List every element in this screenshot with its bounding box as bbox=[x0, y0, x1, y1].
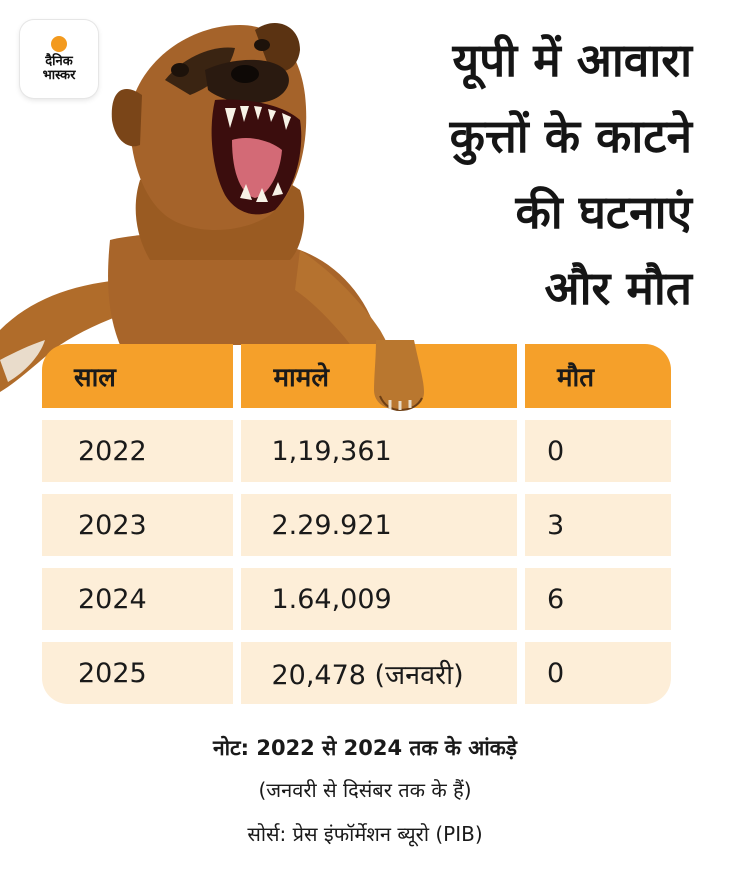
table-row: 2022 1,19,361 0 bbox=[42, 420, 671, 482]
header-deaths: मौत bbox=[524, 344, 671, 408]
cell-year: 2022 bbox=[42, 420, 234, 482]
cell-year: 2023 bbox=[42, 494, 234, 556]
cell-year: 2024 bbox=[42, 568, 234, 630]
cell-cases: 2.29.921 bbox=[241, 494, 517, 556]
cell-deaths: 6 bbox=[524, 568, 671, 630]
table-row: 2025 20,478 (जनवरी) 0 bbox=[42, 642, 671, 704]
cell-cases: 1.64,009 bbox=[241, 568, 517, 630]
source-text: सोर्स: प्रेस इंफॉर्मेशन ब्यूरो (PIB) bbox=[247, 822, 483, 846]
logo-sun-icon bbox=[51, 35, 67, 52]
headline: यूपी में आवारा कुत्तों के काटने की घटनाए… bbox=[362, 22, 692, 326]
headline-line-1: यूपी में आवारा bbox=[452, 33, 693, 87]
cell-year: 2025 bbox=[42, 642, 234, 704]
table-row: 2024 1.64,009 6 bbox=[42, 568, 671, 630]
dog-image bbox=[0, 22, 400, 392]
cell-deaths: 0 bbox=[524, 642, 671, 704]
header-year: साल bbox=[42, 344, 234, 408]
logo-line-1: दैनिक bbox=[45, 53, 73, 69]
headline-line-4: और मौत bbox=[544, 261, 692, 315]
cell-deaths: 0 bbox=[524, 420, 671, 482]
table-header-row: साल मामले मौत bbox=[42, 344, 671, 408]
headline-line-2: कुत्तों के काटने bbox=[449, 109, 692, 163]
dog-paw-image bbox=[374, 340, 424, 412]
note-line-1: नोट: 2022 से 2024 तक के आंकड़े bbox=[212, 736, 518, 760]
brand-logo: दैनिक भास्कर bbox=[20, 20, 98, 98]
cell-deaths: 3 bbox=[524, 494, 671, 556]
dog-bite-table: साल मामले मौत 2022 1,19,361 0 2023 2.29.… bbox=[34, 332, 679, 716]
cell-cases: 1,19,361 bbox=[241, 420, 517, 482]
table-row: 2023 2.29.921 3 bbox=[42, 494, 671, 556]
logo-line-2: भास्कर bbox=[42, 67, 76, 83]
note-line-2: (जनवरी से दिसंबर तक के हैं) bbox=[258, 778, 472, 802]
cell-cases: 20,478 (जनवरी) bbox=[241, 642, 517, 704]
headline-line-3: की घटनाएं bbox=[515, 185, 692, 239]
